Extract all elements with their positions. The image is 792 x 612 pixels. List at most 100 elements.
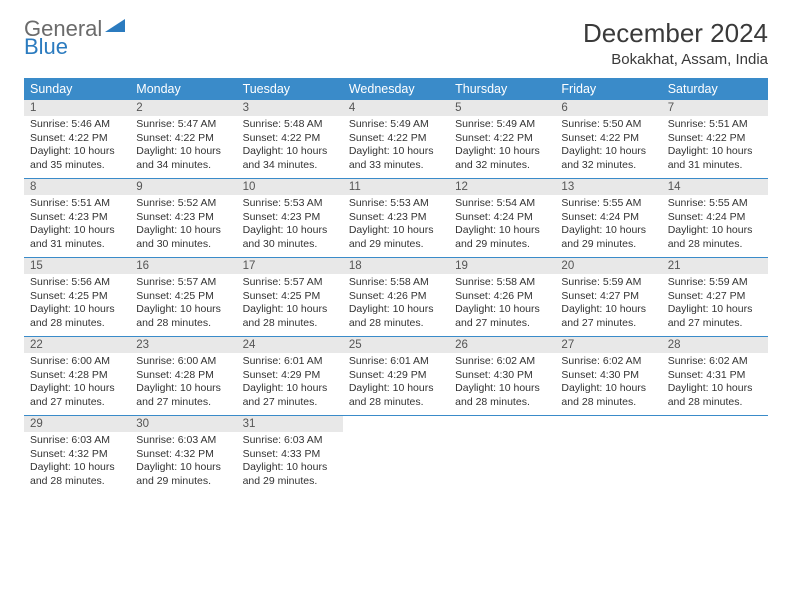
calendar-table: Sunday Monday Tuesday Wednesday Thursday… [24, 78, 768, 494]
sunrise-line: Sunrise: 5:56 AM [30, 276, 124, 290]
day-details: Sunrise: 6:02 AMSunset: 4:31 PMDaylight:… [662, 353, 768, 414]
week-row: 15Sunrise: 5:56 AMSunset: 4:25 PMDayligh… [24, 258, 768, 337]
weekday-header: Tuesday [237, 78, 343, 100]
day-number: 21 [662, 258, 768, 274]
weekday-header: Monday [130, 78, 236, 100]
day-details: Sunrise: 5:57 AMSunset: 4:25 PMDaylight:… [237, 274, 343, 335]
weeks-container: 1Sunrise: 5:46 AMSunset: 4:22 PMDaylight… [24, 100, 768, 494]
day-details: Sunrise: 5:57 AMSunset: 4:25 PMDaylight:… [130, 274, 236, 335]
day-details: Sunrise: 5:49 AMSunset: 4:22 PMDaylight:… [343, 116, 449, 177]
logo-triangle-icon [105, 19, 125, 38]
sunset-line: Sunset: 4:32 PM [136, 448, 230, 462]
day-number: 6 [555, 100, 661, 116]
sunrise-line: Sunrise: 6:02 AM [561, 355, 655, 369]
sunrise-line: Sunrise: 5:51 AM [668, 118, 762, 132]
sunrise-line: Sunrise: 5:46 AM [30, 118, 124, 132]
logo: GeneralBlue [24, 18, 125, 59]
sunset-line: Sunset: 4:23 PM [243, 211, 337, 225]
title-block: December 2024 Bokakhat, Assam, India [583, 18, 768, 68]
day-details: Sunrise: 6:01 AMSunset: 4:29 PMDaylight:… [237, 353, 343, 414]
day-cell: 7Sunrise: 5:51 AMSunset: 4:22 PMDaylight… [662, 100, 768, 178]
sunrise-line: Sunrise: 5:52 AM [136, 197, 230, 211]
daylight-line: Daylight: 10 hours and 27 minutes. [668, 303, 762, 330]
sunset-line: Sunset: 4:22 PM [136, 132, 230, 146]
day-details: Sunrise: 5:47 AMSunset: 4:22 PMDaylight:… [130, 116, 236, 177]
sunrise-line: Sunrise: 5:54 AM [455, 197, 549, 211]
sunset-line: Sunset: 4:30 PM [455, 369, 549, 383]
daylight-line: Daylight: 10 hours and 27 minutes. [455, 303, 549, 330]
day-details: Sunrise: 5:53 AMSunset: 4:23 PMDaylight:… [237, 195, 343, 256]
daylight-line: Daylight: 10 hours and 28 minutes. [349, 303, 443, 330]
day-details: Sunrise: 5:48 AMSunset: 4:22 PMDaylight:… [237, 116, 343, 177]
day-cell: 3Sunrise: 5:48 AMSunset: 4:22 PMDaylight… [237, 100, 343, 178]
day-cell: 24Sunrise: 6:01 AMSunset: 4:29 PMDayligh… [237, 337, 343, 415]
day-cell: 18Sunrise: 5:58 AMSunset: 4:26 PMDayligh… [343, 258, 449, 336]
daylight-line: Daylight: 10 hours and 28 minutes. [136, 303, 230, 330]
day-number: 27 [555, 337, 661, 353]
day-cell: 22Sunrise: 6:00 AMSunset: 4:28 PMDayligh… [24, 337, 130, 415]
sunset-line: Sunset: 4:28 PM [30, 369, 124, 383]
weekday-header: Friday [555, 78, 661, 100]
sunrise-line: Sunrise: 5:51 AM [30, 197, 124, 211]
sunset-line: Sunset: 4:30 PM [561, 369, 655, 383]
day-cell: 9Sunrise: 5:52 AMSunset: 4:23 PMDaylight… [130, 179, 236, 257]
sunrise-line: Sunrise: 5:47 AM [136, 118, 230, 132]
day-cell: 17Sunrise: 5:57 AMSunset: 4:25 PMDayligh… [237, 258, 343, 336]
day-number: 1 [24, 100, 130, 116]
sunset-line: Sunset: 4:23 PM [30, 211, 124, 225]
sunrise-line: Sunrise: 6:02 AM [668, 355, 762, 369]
day-details: Sunrise: 5:50 AMSunset: 4:22 PMDaylight:… [555, 116, 661, 177]
day-cell: 25Sunrise: 6:01 AMSunset: 4:29 PMDayligh… [343, 337, 449, 415]
empty-cell [449, 416, 555, 494]
day-details: Sunrise: 5:53 AMSunset: 4:23 PMDaylight:… [343, 195, 449, 256]
day-details: Sunrise: 5:56 AMSunset: 4:25 PMDaylight:… [24, 274, 130, 335]
sunrise-line: Sunrise: 5:57 AM [243, 276, 337, 290]
day-number: 7 [662, 100, 768, 116]
day-number: 19 [449, 258, 555, 274]
daylight-line: Daylight: 10 hours and 29 minutes. [136, 461, 230, 488]
sunset-line: Sunset: 4:24 PM [561, 211, 655, 225]
day-details: Sunrise: 6:00 AMSunset: 4:28 PMDaylight:… [130, 353, 236, 414]
sunrise-line: Sunrise: 5:57 AM [136, 276, 230, 290]
sunset-line: Sunset: 4:25 PM [136, 290, 230, 304]
sunset-line: Sunset: 4:22 PM [455, 132, 549, 146]
sunrise-line: Sunrise: 6:01 AM [243, 355, 337, 369]
sunset-line: Sunset: 4:23 PM [136, 211, 230, 225]
day-cell: 11Sunrise: 5:53 AMSunset: 4:23 PMDayligh… [343, 179, 449, 257]
daylight-line: Daylight: 10 hours and 28 minutes. [668, 382, 762, 409]
sunrise-line: Sunrise: 5:55 AM [561, 197, 655, 211]
day-cell: 6Sunrise: 5:50 AMSunset: 4:22 PMDaylight… [555, 100, 661, 178]
day-number: 3 [237, 100, 343, 116]
day-number: 13 [555, 179, 661, 195]
day-cell: 5Sunrise: 5:49 AMSunset: 4:22 PMDaylight… [449, 100, 555, 178]
daylight-line: Daylight: 10 hours and 27 minutes. [243, 382, 337, 409]
day-cell: 21Sunrise: 5:59 AMSunset: 4:27 PMDayligh… [662, 258, 768, 336]
weekday-header: Wednesday [343, 78, 449, 100]
day-cell: 10Sunrise: 5:53 AMSunset: 4:23 PMDayligh… [237, 179, 343, 257]
day-number: 11 [343, 179, 449, 195]
day-cell: 27Sunrise: 6:02 AMSunset: 4:30 PMDayligh… [555, 337, 661, 415]
sunset-line: Sunset: 4:31 PM [668, 369, 762, 383]
day-details: Sunrise: 6:03 AMSunset: 4:32 PMDaylight:… [130, 432, 236, 493]
day-number: 8 [24, 179, 130, 195]
sunrise-line: Sunrise: 5:50 AM [561, 118, 655, 132]
sunrise-line: Sunrise: 5:59 AM [561, 276, 655, 290]
daylight-line: Daylight: 10 hours and 28 minutes. [243, 303, 337, 330]
sunset-line: Sunset: 4:24 PM [455, 211, 549, 225]
week-row: 29Sunrise: 6:03 AMSunset: 4:32 PMDayligh… [24, 416, 768, 494]
day-details: Sunrise: 5:51 AMSunset: 4:23 PMDaylight:… [24, 195, 130, 256]
sunset-line: Sunset: 4:22 PM [668, 132, 762, 146]
day-cell: 26Sunrise: 6:02 AMSunset: 4:30 PMDayligh… [449, 337, 555, 415]
sunset-line: Sunset: 4:22 PM [30, 132, 124, 146]
day-details: Sunrise: 6:02 AMSunset: 4:30 PMDaylight:… [555, 353, 661, 414]
sunrise-line: Sunrise: 6:00 AM [136, 355, 230, 369]
day-details: Sunrise: 5:55 AMSunset: 4:24 PMDaylight:… [555, 195, 661, 256]
day-cell: 1Sunrise: 5:46 AMSunset: 4:22 PMDaylight… [24, 100, 130, 178]
daylight-line: Daylight: 10 hours and 28 minutes. [561, 382, 655, 409]
weekday-header-row: Sunday Monday Tuesday Wednesday Thursday… [24, 78, 768, 100]
daylight-line: Daylight: 10 hours and 28 minutes. [349, 382, 443, 409]
sunset-line: Sunset: 4:33 PM [243, 448, 337, 462]
sunset-line: Sunset: 4:24 PM [668, 211, 762, 225]
daylight-line: Daylight: 10 hours and 32 minutes. [561, 145, 655, 172]
day-details: Sunrise: 5:52 AMSunset: 4:23 PMDaylight:… [130, 195, 236, 256]
